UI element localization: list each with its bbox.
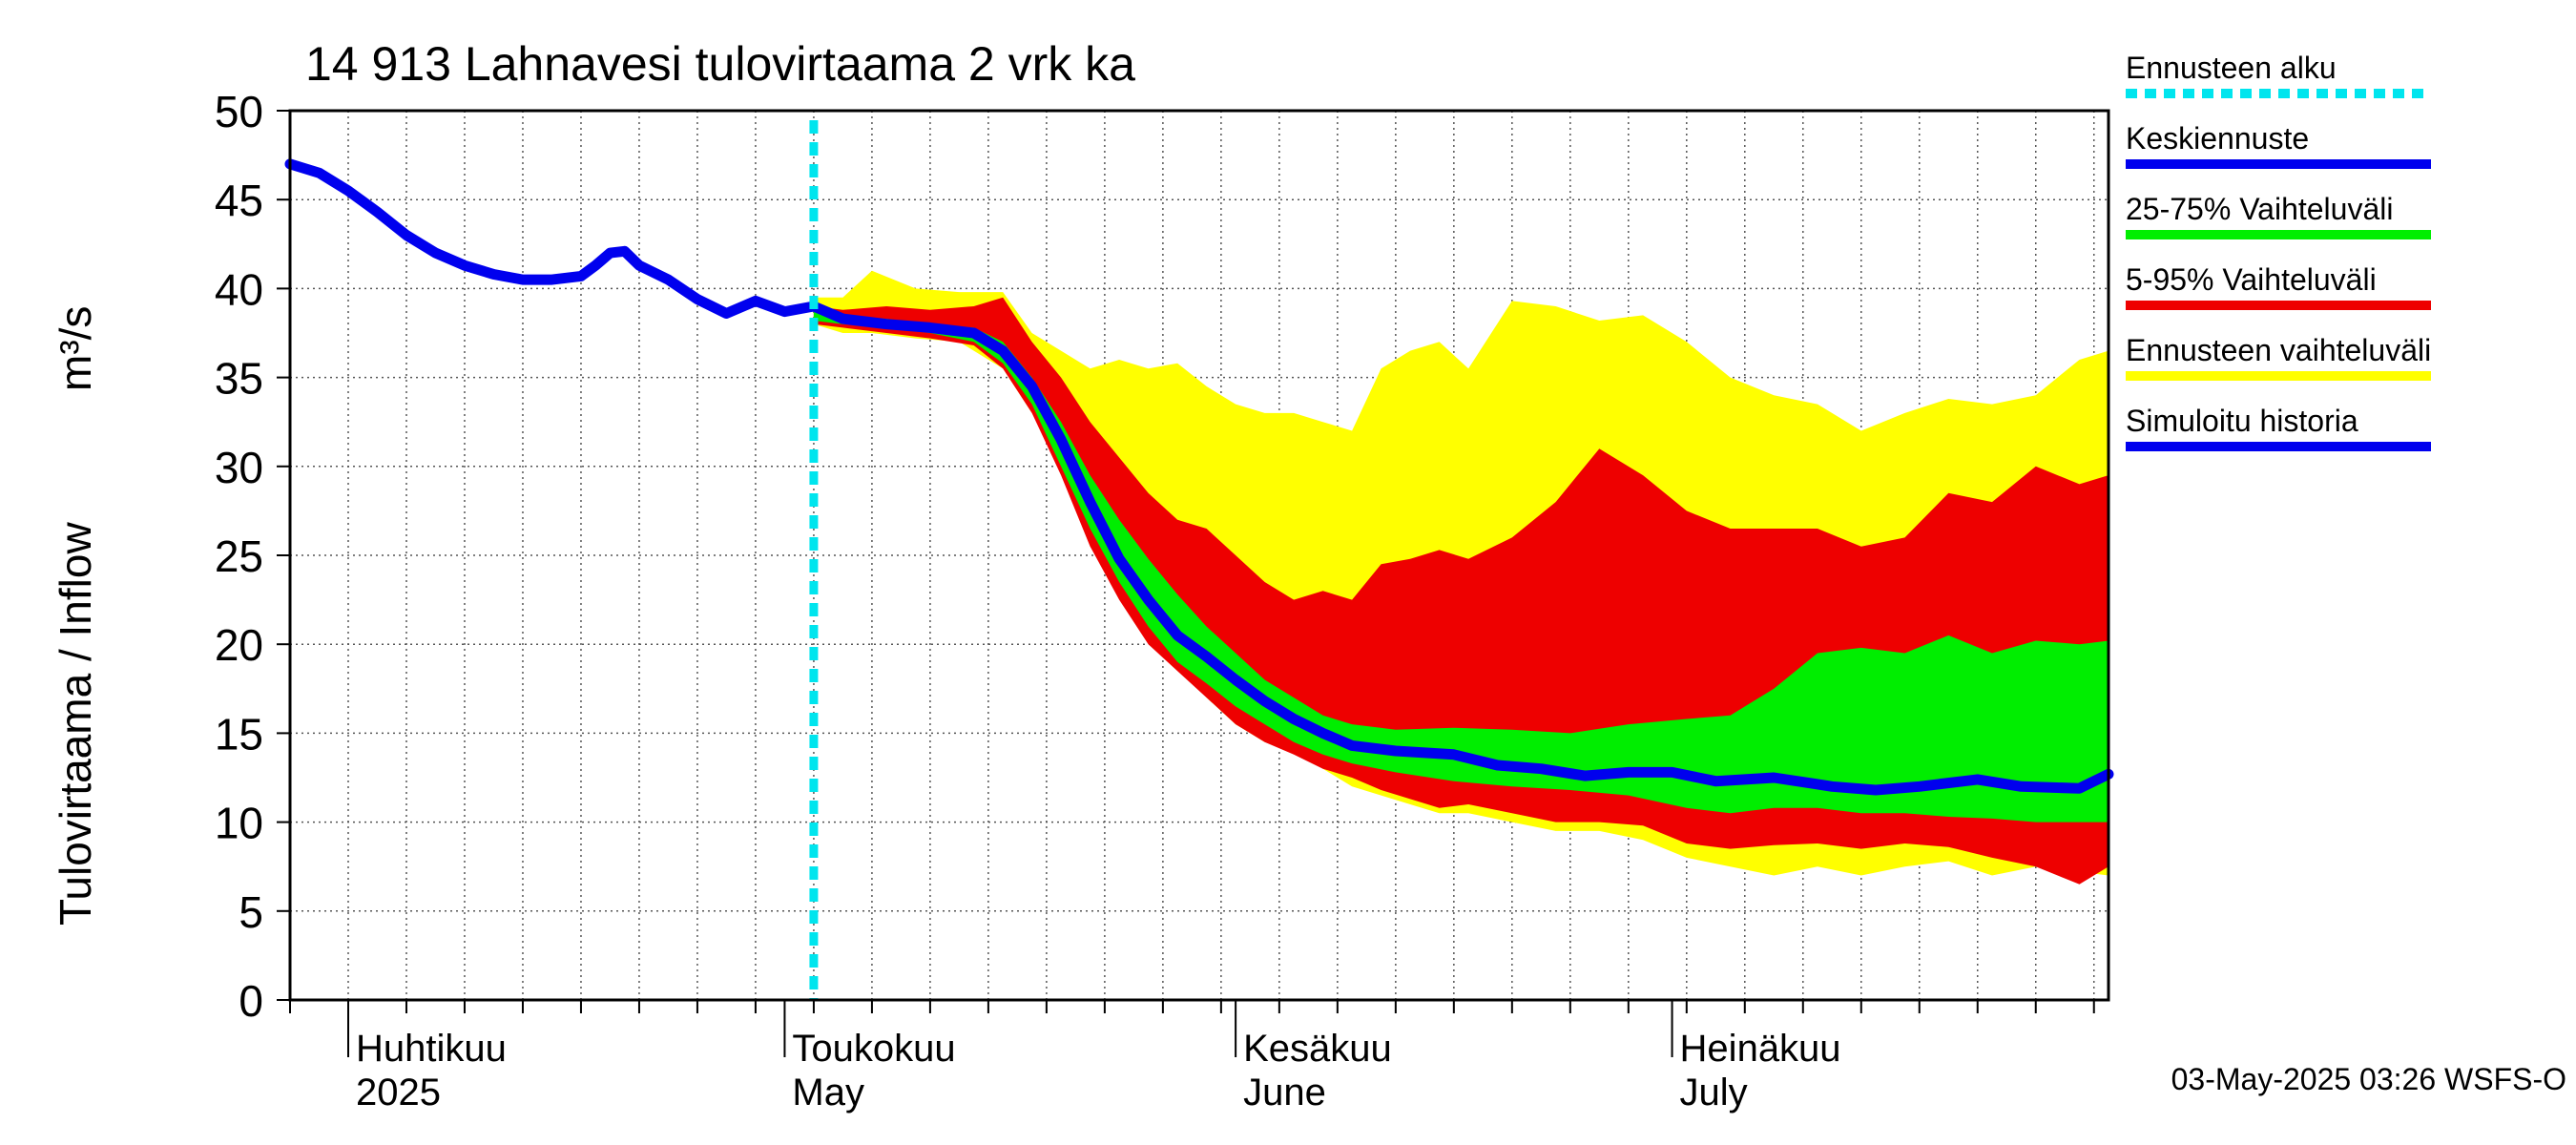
legend-label: 25-75% Vaihteluväli bbox=[2126, 192, 2393, 226]
band-25-75-vaihteluv-li bbox=[813, 309, 2109, 822]
y-tick-label: 0 bbox=[239, 976, 263, 1026]
band-areas bbox=[813, 270, 2109, 885]
x-month-sublabel: May bbox=[792, 1072, 864, 1114]
legend-label: Ennusteen alku bbox=[2126, 51, 2337, 85]
x-minor-ticks bbox=[289, 1000, 2095, 1057]
y-axis-label: Tulovirtaama / Inflow bbox=[51, 522, 100, 926]
y-tick-label: 30 bbox=[215, 443, 263, 492]
legend-label: Ennusteen vaihteluväli bbox=[2126, 333, 2431, 367]
y-tick-label: 40 bbox=[215, 264, 263, 314]
y-tick-label: 5 bbox=[239, 887, 263, 937]
y-tick-label: 20 bbox=[215, 620, 263, 670]
y-tick-labels: 0 5 10 15 20 25 30 35 40 45 50 bbox=[215, 87, 290, 1026]
y-tick-label: 25 bbox=[215, 531, 263, 581]
legend: Ennusteen alku Keskiennuste 25-75% Vaihtel… bbox=[2126, 51, 2431, 451]
series-lines bbox=[284, 158, 2114, 796]
legend-label: Simuloitu historia bbox=[2126, 404, 2358, 438]
y-axis-unit: m³/s bbox=[51, 306, 100, 391]
chart-title: 14 913 Lahnavesi tulovirtaama 2 vrk ka bbox=[305, 37, 1135, 91]
series-simuloitu-historia bbox=[284, 158, 820, 319]
legend-label: Keskiennuste bbox=[2126, 121, 2309, 156]
timestamp: 03-May-2025 03:26 WSFS-O bbox=[2171, 1062, 2566, 1096]
x-month-label: Toukokuu bbox=[792, 1028, 955, 1070]
x-month-sublabel: 2025 bbox=[356, 1072, 441, 1114]
x-month-label: Huhtikuu bbox=[356, 1028, 507, 1070]
x-month-label: Kesäkuu bbox=[1243, 1028, 1392, 1070]
y-tick-label: 45 bbox=[215, 176, 263, 225]
y-tick-label: 15 bbox=[215, 709, 263, 759]
series-keskiennuste bbox=[808, 301, 2114, 796]
x-month-sublabel: June bbox=[1243, 1072, 1326, 1114]
y-tick-label: 50 bbox=[215, 87, 263, 136]
legend-label: 5-95% Vaihteluväli bbox=[2126, 262, 2377, 297]
x-month-label: Heinäkuu bbox=[1680, 1028, 1841, 1070]
y-tick-label: 10 bbox=[215, 799, 263, 848]
y-tick-label: 35 bbox=[215, 354, 263, 404]
x-month-sublabel: July bbox=[1680, 1072, 1748, 1114]
